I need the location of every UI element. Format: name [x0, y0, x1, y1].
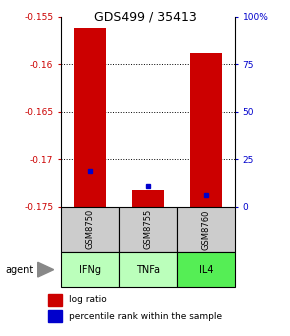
Bar	[177, 207, 235, 252]
Text: IFNg: IFNg	[79, 265, 101, 275]
Bar	[119, 207, 177, 252]
Text: TNFa: TNFa	[136, 265, 160, 275]
Bar	[190, 53, 222, 207]
Bar	[74, 28, 106, 207]
Bar	[61, 207, 119, 252]
Text: agent: agent	[6, 265, 34, 275]
Bar	[48, 294, 62, 306]
Bar	[61, 252, 119, 287]
Bar	[177, 252, 235, 287]
Text: GSM8750: GSM8750	[85, 209, 95, 249]
Polygon shape	[38, 262, 54, 277]
Text: GDS499 / 35413: GDS499 / 35413	[94, 11, 196, 24]
Text: percentile rank within the sample: percentile rank within the sample	[69, 312, 222, 321]
Text: GSM8755: GSM8755	[143, 209, 153, 249]
Bar	[132, 190, 164, 207]
Text: IL4: IL4	[199, 265, 213, 275]
Text: log ratio: log ratio	[69, 295, 106, 304]
Text: GSM8760: GSM8760	[201, 209, 211, 250]
Bar	[48, 310, 62, 322]
Bar	[119, 252, 177, 287]
